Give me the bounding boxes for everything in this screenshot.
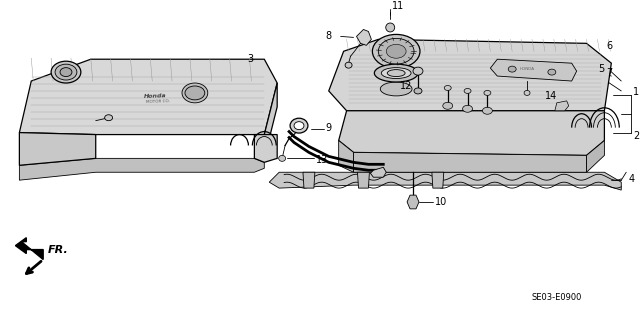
Ellipse shape (463, 105, 472, 112)
Text: SE03-E0900: SE03-E0900 (532, 293, 582, 302)
Ellipse shape (443, 102, 452, 109)
Text: 10: 10 (435, 197, 447, 207)
Polygon shape (329, 39, 611, 111)
Ellipse shape (372, 34, 420, 68)
Polygon shape (371, 167, 387, 177)
Ellipse shape (548, 69, 556, 75)
Polygon shape (353, 152, 586, 172)
Ellipse shape (484, 91, 491, 95)
Ellipse shape (387, 70, 405, 77)
Ellipse shape (444, 85, 451, 91)
Text: 2: 2 (633, 130, 639, 141)
Ellipse shape (294, 122, 304, 130)
Ellipse shape (51, 61, 81, 83)
Text: 14: 14 (545, 91, 557, 101)
Text: Honda: Honda (144, 93, 166, 99)
Ellipse shape (105, 115, 113, 121)
Polygon shape (356, 29, 371, 45)
Ellipse shape (387, 44, 406, 58)
Text: 8: 8 (326, 31, 332, 41)
Ellipse shape (483, 107, 492, 114)
Polygon shape (555, 101, 569, 111)
Ellipse shape (374, 64, 418, 82)
Ellipse shape (278, 155, 285, 161)
Polygon shape (303, 172, 315, 188)
Ellipse shape (414, 88, 422, 94)
Polygon shape (269, 172, 621, 190)
Ellipse shape (185, 86, 205, 100)
Ellipse shape (378, 38, 414, 64)
Ellipse shape (386, 23, 395, 32)
Polygon shape (254, 135, 277, 162)
Text: MOTOR CO.: MOTOR CO. (146, 100, 170, 104)
Ellipse shape (508, 66, 516, 72)
Text: 6: 6 (606, 41, 612, 51)
Polygon shape (358, 172, 369, 188)
Text: 4: 4 (628, 174, 634, 184)
Ellipse shape (290, 118, 308, 133)
Ellipse shape (380, 82, 412, 96)
Ellipse shape (182, 83, 208, 103)
Text: 3: 3 (248, 54, 253, 64)
Text: 9: 9 (326, 122, 332, 133)
Ellipse shape (381, 68, 411, 78)
Polygon shape (490, 59, 577, 81)
Polygon shape (264, 83, 277, 158)
Polygon shape (19, 59, 277, 135)
Ellipse shape (464, 88, 471, 93)
Text: 13: 13 (316, 155, 328, 165)
Ellipse shape (524, 91, 530, 95)
Text: 7: 7 (606, 68, 612, 78)
Ellipse shape (60, 68, 72, 77)
Polygon shape (19, 133, 96, 165)
Polygon shape (15, 238, 43, 259)
Ellipse shape (413, 67, 423, 75)
Text: 1: 1 (633, 87, 639, 97)
Text: 12: 12 (400, 81, 413, 91)
Polygon shape (19, 158, 264, 180)
Text: 5: 5 (598, 64, 605, 74)
Text: 11: 11 (392, 1, 404, 11)
Polygon shape (432, 172, 444, 188)
Text: FR.: FR. (48, 245, 69, 255)
Polygon shape (586, 140, 604, 172)
Text: HONDA: HONDA (520, 67, 534, 71)
Ellipse shape (55, 64, 77, 80)
Polygon shape (339, 111, 604, 155)
Ellipse shape (345, 62, 352, 68)
Polygon shape (407, 195, 419, 209)
Polygon shape (339, 140, 353, 172)
